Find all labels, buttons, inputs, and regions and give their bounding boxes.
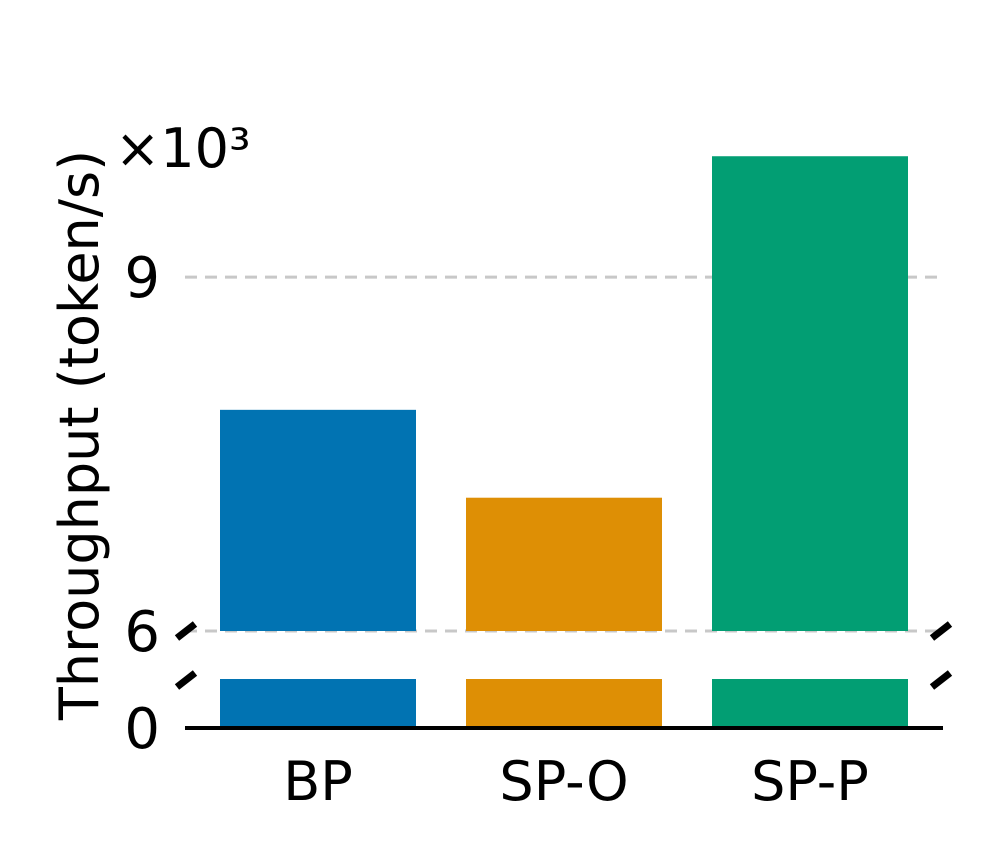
axes: [174, 621, 953, 730]
y-tick-labels: 0 6 9: [124, 246, 160, 762]
axis-break-mark-right-lower: [929, 670, 953, 690]
x-tick-label-bp: BP: [283, 750, 353, 813]
y-tick-label-0: 0: [124, 697, 160, 762]
axis-break-mark-left-lower: [174, 670, 198, 690]
y-tick-label-9: 9: [124, 246, 160, 311]
axis-break-mark-right-upper: [929, 621, 953, 641]
x-tick-label-sp-o: SP-O: [499, 750, 628, 813]
bars: [220, 156, 908, 728]
y-axis-multiplier: ×10³: [115, 117, 251, 180]
y-tick-label-6: 6: [124, 600, 160, 665]
bar-bp-lower: [220, 679, 416, 728]
y-axis-label: Throughput (token/s): [48, 150, 111, 721]
bar-sp-o-lower: [466, 679, 662, 728]
x-tick-labels: BP SP-O SP-P: [283, 750, 869, 813]
bar-sp-p-upper: [712, 156, 908, 631]
bar-bp-upper: [220, 409, 416, 631]
bar-sp-o-upper: [466, 497, 662, 631]
axis-break-mark-left-upper: [174, 621, 198, 641]
x-tick-label-sp-p: SP-P: [751, 750, 869, 813]
bar-sp-p-lower: [712, 679, 908, 728]
